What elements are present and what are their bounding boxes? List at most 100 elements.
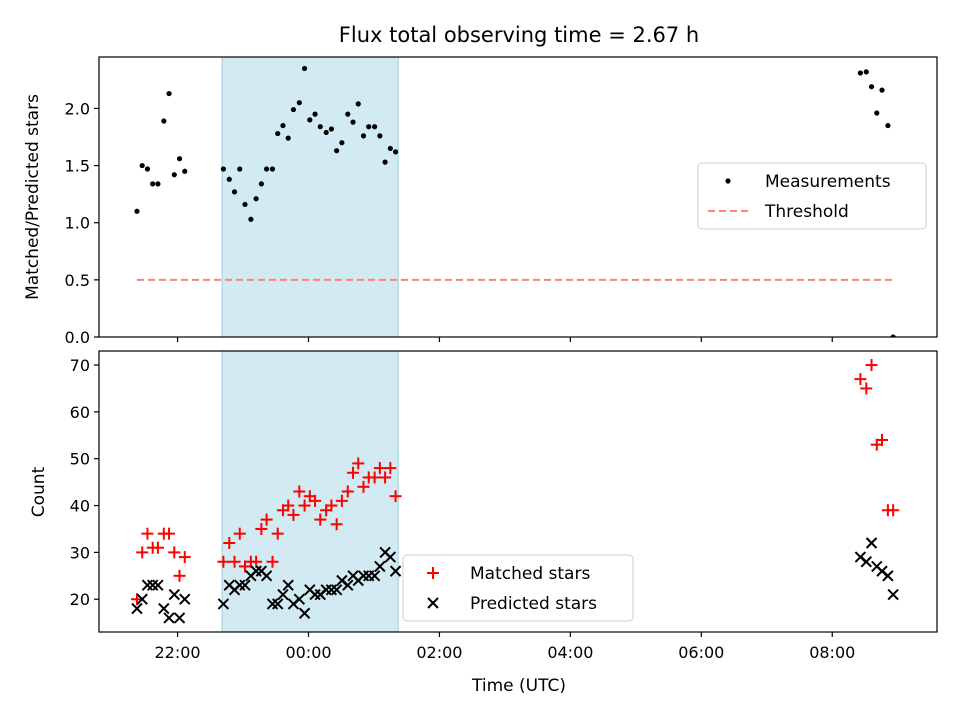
measurements-point (269, 166, 276, 172)
x-tick-label: 04:00 (547, 643, 593, 662)
matched-stars-point (141, 527, 154, 540)
measurements-point (307, 117, 313, 123)
bottom-y-tick-label: 40 (70, 497, 90, 516)
matched-stars-point (271, 527, 284, 540)
predicted-stars-point (330, 584, 343, 596)
matched-legend-label: Matched stars (470, 564, 590, 584)
x-axis-label: Time (UTC) (471, 676, 566, 696)
measurements-point (171, 172, 177, 178)
predicted-stars-point (860, 556, 873, 568)
measurements-point (231, 189, 238, 195)
predicted-legend-label: Predicted stars (470, 594, 597, 614)
measurements-point (328, 126, 335, 132)
predicted-stars-point (282, 579, 294, 591)
matched-stars-point (250, 555, 263, 568)
matched-stars-point (384, 462, 397, 475)
measurements-point (366, 124, 372, 130)
x-tick-label: 02:00 (416, 643, 462, 662)
matched-stars-point (228, 555, 241, 568)
predicted-legend-marker (427, 597, 439, 609)
measurements-point (863, 69, 869, 75)
measurements-point (360, 133, 367, 139)
matched-stars-point (298, 499, 311, 512)
matched-stars-point (168, 546, 181, 559)
top-y-tick-label: 1.5 (65, 157, 90, 176)
measurements-point (868, 84, 875, 90)
matched-stars-point (309, 494, 322, 507)
predicted-stars-point (179, 593, 191, 605)
measurements-point (237, 166, 243, 172)
predicted-stars-point (146, 579, 159, 591)
x-tick-label: 08:00 (809, 643, 855, 662)
measurements-point (264, 166, 270, 172)
predicted-stars-point (272, 598, 284, 610)
measurements-point (874, 110, 880, 116)
bottom-y-axis-label: Count (29, 466, 49, 517)
predicted-stars-point (389, 565, 402, 577)
measurements-point (253, 196, 259, 202)
x-tick-label: 22:00 (155, 643, 201, 662)
x-tick-label: 06:00 (678, 643, 724, 662)
matched-stars-point (335, 494, 348, 507)
measurements-point (387, 145, 393, 152)
measurements-point (377, 133, 383, 139)
predicted-stars-point (342, 579, 354, 591)
matched-stars-point (178, 551, 191, 564)
predicted-stars-point (158, 602, 170, 615)
predicted-stars-point (374, 560, 386, 573)
measurements-legend-label: Measurements (765, 172, 891, 192)
matched-stars-point (233, 527, 246, 540)
measurements-point (334, 148, 340, 154)
matched-stars-point (287, 508, 300, 521)
measurements-point (134, 208, 140, 214)
predicted-stars-point (277, 588, 289, 601)
measurements-point (290, 106, 297, 113)
measurements-point (312, 111, 318, 117)
matched-stars-point (325, 499, 338, 512)
matched-stars-point (266, 555, 279, 568)
matched-stars-point (860, 382, 873, 395)
matched-stars-point (876, 433, 889, 446)
top-legend: Measurements Threshold (697, 162, 927, 230)
measurements-point (155, 181, 161, 187)
matched-stars-point (217, 555, 230, 568)
top-y-tick-label: 0.0 (65, 328, 90, 347)
matched-stars-point (347, 466, 360, 479)
bottom-legend: Matched stars Predicted stars (402, 554, 634, 622)
bottom-y-tick-label: 60 (70, 403, 90, 422)
x-tick-label: 00:00 (285, 643, 331, 662)
predicted-stars-point (309, 588, 321, 601)
measurements-point (176, 156, 183, 162)
matched-stars-point (352, 457, 365, 470)
measurements-legend-marker (725, 178, 731, 184)
predicted-stars-point (298, 607, 311, 619)
matched-legend-marker (427, 567, 439, 579)
predicted-stars-point (266, 598, 279, 610)
top-y-tick-label: 0.5 (65, 271, 90, 290)
measurements-point (323, 129, 329, 136)
predicted-stars-point (368, 570, 381, 582)
matched-stars-point (373, 462, 386, 475)
measurements-point (317, 124, 323, 130)
matched-stars-point (330, 518, 343, 531)
measurements-point (392, 149, 399, 155)
matched-stars-point (389, 490, 402, 503)
measurements-point (339, 140, 345, 146)
top-y-axis-label: Matched/Predicted stars (23, 94, 43, 300)
top-panel: 0.0 0.5 1.0 1.5 2.0 (65, 56, 938, 347)
predicted-stars-point (234, 579, 246, 591)
top-legend-box (697, 162, 927, 230)
measurements-point (296, 100, 302, 106)
measurements-point (220, 166, 226, 172)
bottom-y-tick-label: 70 (70, 356, 90, 375)
predicted-stars-point (141, 579, 154, 591)
matched-stars-point (260, 513, 273, 526)
bottom-legend-box (402, 554, 634, 622)
matched-stars-point (379, 471, 392, 484)
chart-title: Flux total observing time = 2.67 h (339, 23, 699, 47)
measurements-point (885, 122, 891, 129)
matched-stars-point (151, 541, 164, 554)
bottom-y-tick-label: 20 (70, 590, 90, 609)
matched-stars-point (293, 485, 306, 498)
